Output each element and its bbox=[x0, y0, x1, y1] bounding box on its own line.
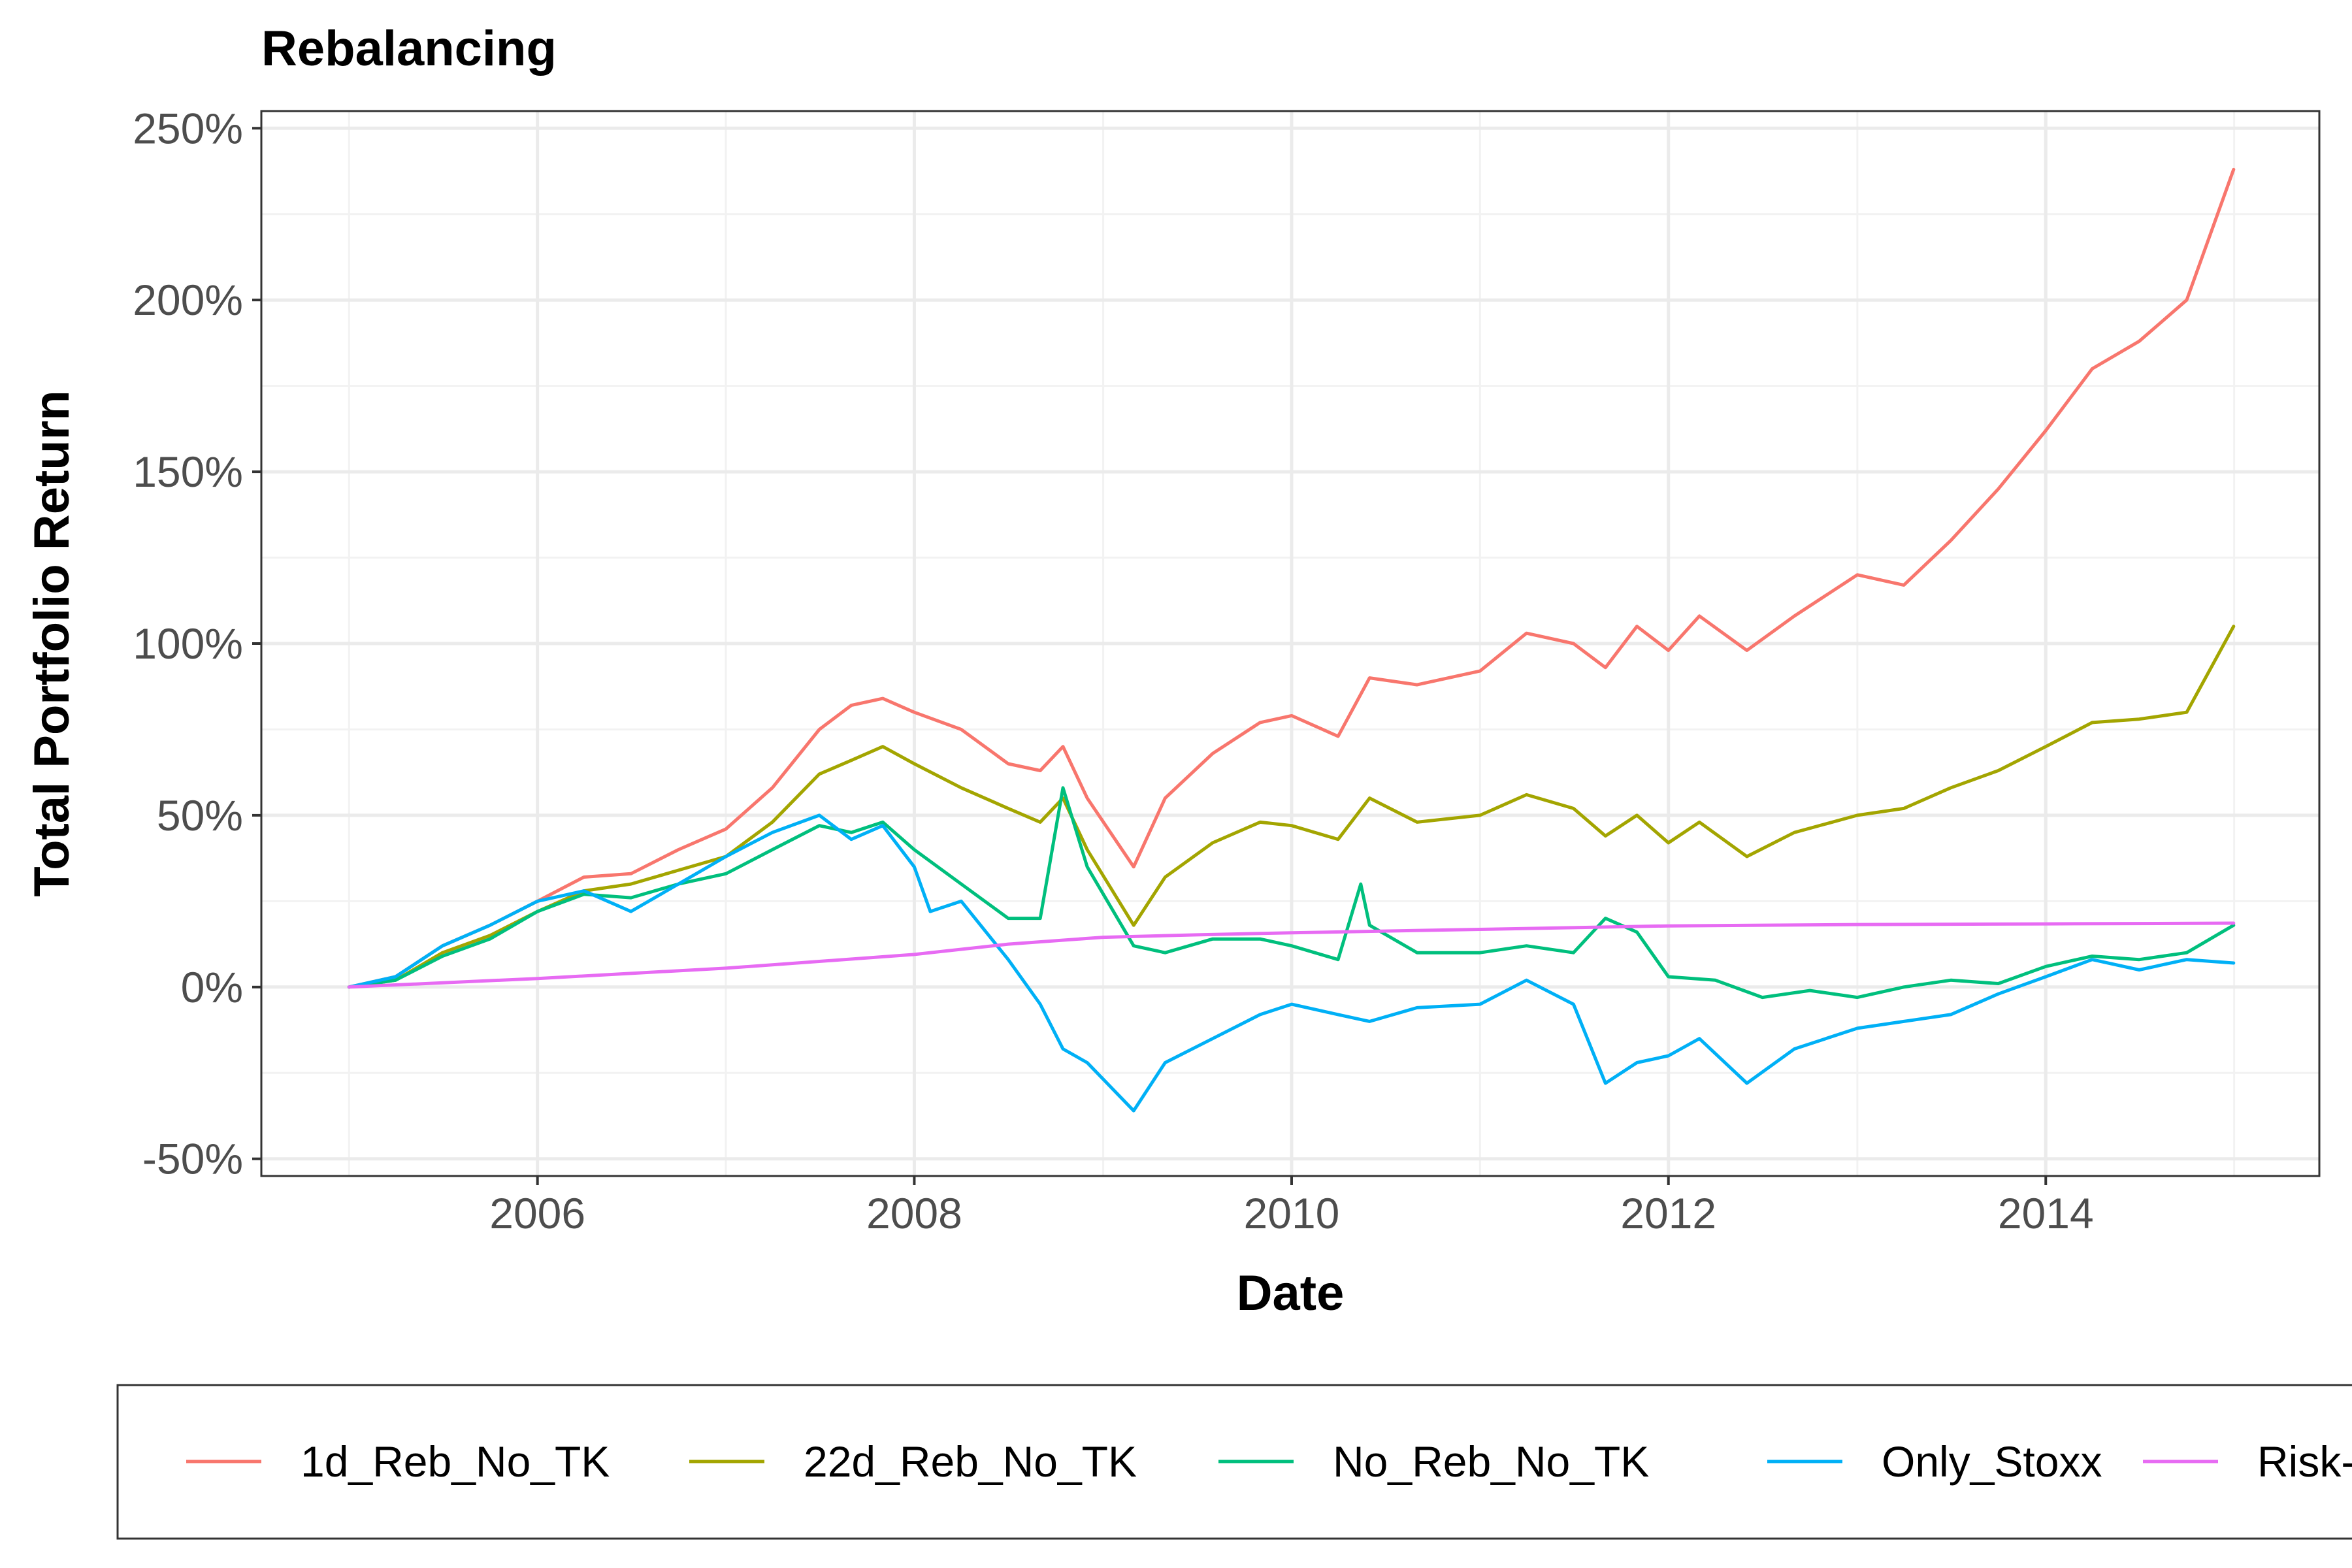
legend: 1d_Reb_No_TK 22d_Reb_No_TK No_Reb_No_TK Onl… bbox=[116, 1384, 2352, 1540]
x-tick-label: 2006 bbox=[489, 1189, 585, 1237]
legend-label: 22d_Reb_No_TK bbox=[804, 1437, 1137, 1486]
legend-label: No_Reb_No_TK bbox=[1333, 1437, 1649, 1486]
legend-label: Only_Stoxx bbox=[1882, 1437, 2102, 1486]
y-tick-label: -50% bbox=[142, 1135, 243, 1183]
x-tick-label: 2012 bbox=[1620, 1189, 1716, 1237]
y-axis: -50% 0% 50% 100% 150% 200% 250% bbox=[133, 104, 261, 1183]
y-tick-label: 250% bbox=[133, 104, 243, 152]
legend-items: 1d_Reb_No_TK 22d_Reb_No_TK No_Reb_No_TK Onl… bbox=[186, 1437, 2352, 1486]
y-tick-label: 50% bbox=[157, 791, 243, 840]
legend-label: Risk-F bbox=[2257, 1437, 2352, 1486]
legend-label: 1d_Reb_No_TK bbox=[301, 1437, 610, 1486]
series-line-risk-free bbox=[347, 921, 2236, 989]
x-tick-label: 2010 bbox=[1244, 1189, 1340, 1237]
x-axis: 2006 2008 2010 2012 2014 bbox=[489, 1176, 2094, 1237]
y-axis-title: Total Portfolio Return bbox=[24, 390, 80, 896]
x-axis-title: Date bbox=[1237, 1266, 1345, 1321]
chart-title: Rebalancing bbox=[261, 21, 557, 76]
series-line-1d-reb-no-tk bbox=[347, 167, 2236, 989]
x-tick-label: 2014 bbox=[1998, 1189, 2094, 1237]
x-tick-label: 2008 bbox=[866, 1189, 962, 1237]
y-tick-label: 200% bbox=[133, 276, 243, 324]
y-tick-label: 100% bbox=[133, 619, 243, 668]
series-line-no-reb-no-tk bbox=[347, 786, 2236, 1000]
series-line-22d-reb-no-tk bbox=[347, 625, 2236, 989]
y-tick-label: 150% bbox=[133, 448, 243, 496]
y-tick-label: 0% bbox=[181, 963, 243, 1011]
series-line-only-stoxx bbox=[347, 813, 2236, 1113]
grid-major bbox=[261, 111, 2319, 1176]
series-lines bbox=[347, 167, 2236, 1113]
